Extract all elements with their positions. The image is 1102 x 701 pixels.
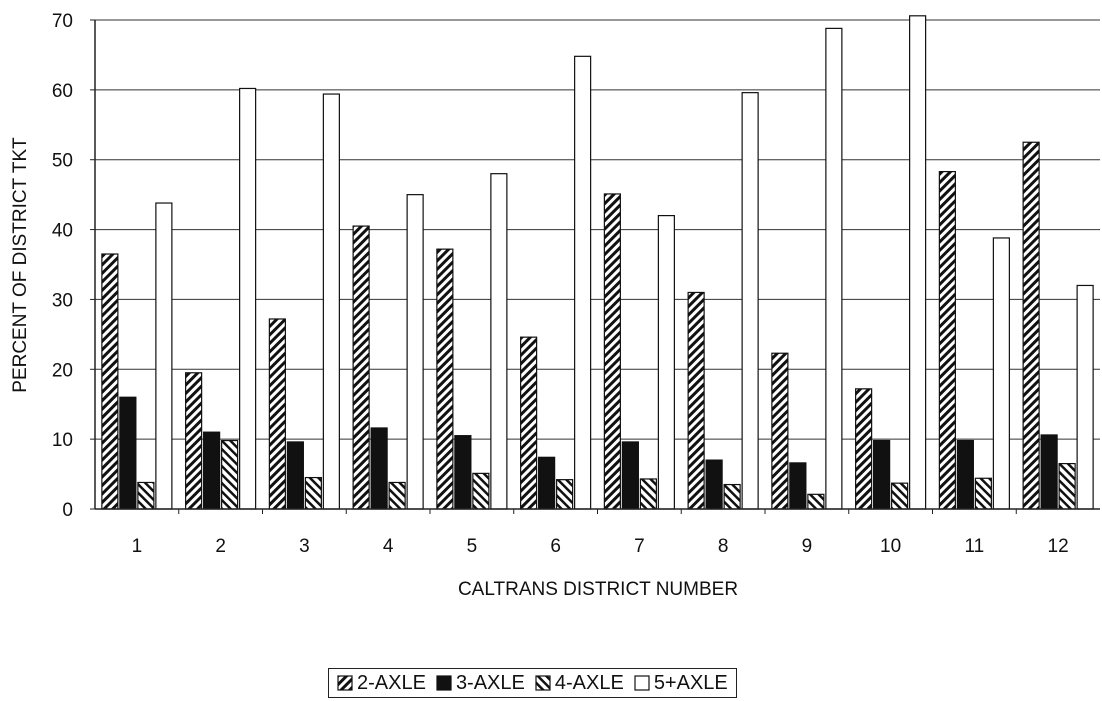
bar-4-axle-district-12 (1058, 462, 1076, 510)
bar-4-axle-district-8 (723, 483, 741, 510)
bar-5-axle-district-7 (657, 215, 675, 510)
bar-3-axle-district-7 (621, 441, 639, 510)
bar-2-axle-district-10 (855, 388, 873, 510)
bar-5-axle-district-5 (490, 173, 508, 510)
x-tick-label: 1 (132, 536, 143, 557)
grid-lines (95, 19, 1100, 440)
bar-3-axle-district-5 (454, 435, 472, 510)
bars (101, 15, 1094, 510)
legend-swatch (634, 675, 650, 691)
bar-4-axle-district-1 (137, 481, 155, 510)
bar-4-axle-district-9 (807, 493, 825, 510)
bar-2-axle-district-5 (436, 248, 454, 510)
bar-5-axle-district-2 (239, 87, 257, 510)
bar-2-axle-district-12 (1022, 141, 1040, 510)
bar-3-axle-district-8 (705, 459, 723, 510)
bar-2-axle-district-8 (687, 291, 705, 510)
legend-swatch (535, 675, 551, 691)
bar-4-axle-district-11 (974, 477, 992, 510)
y-tick-label: 60 (52, 81, 73, 102)
bar-5-axle-district-10 (909, 15, 927, 510)
x-tick-label: 9 (802, 536, 813, 557)
x-tick-label: 2 (215, 536, 226, 557)
bar-3-axle-district-2 (203, 431, 221, 510)
legend-swatch (337, 675, 353, 691)
bar-2-axle-district-3 (268, 318, 286, 510)
bar-3-axle-district-1 (119, 396, 137, 510)
x-tick-label: 12 (1048, 536, 1069, 557)
bar-2-axle-district-9 (771, 352, 789, 510)
bar-3-axle-district-4 (370, 427, 388, 510)
x-tick-label: 8 (718, 536, 729, 557)
x-tick-label: 5 (467, 536, 478, 557)
legend-item: 4-AXLE (535, 672, 624, 695)
y-tick-label: 30 (52, 290, 73, 311)
x-tick-label: 7 (634, 536, 645, 557)
bar-3-axle-district-3 (286, 441, 304, 510)
bar-4-axle-district-7 (639, 478, 657, 510)
bar-3-axle-district-9 (789, 462, 807, 510)
legend-item: 2-AXLE (337, 672, 426, 695)
legend-item: 5+AXLE (634, 672, 728, 695)
legend-label: 5+AXLE (653, 671, 728, 694)
legend-label: 4-AXLE (554, 671, 624, 694)
y-tick-label: 70 (52, 11, 73, 32)
bar-3-axle-district-6 (538, 456, 556, 510)
bar-3-axle-district-12 (1040, 434, 1058, 510)
bar-5-axle-district-11 (992, 237, 1010, 510)
bar-5-axle-district-3 (322, 93, 340, 510)
bar-4-axle-district-6 (556, 479, 574, 510)
x-tick-label: 3 (299, 536, 310, 557)
bar-2-axle-district-1 (101, 253, 119, 510)
bar-3-axle-district-10 (873, 439, 891, 510)
legend-label: 2-AXLE (357, 671, 426, 694)
bar-4-axle-district-5 (472, 472, 490, 510)
y-tick-label: 40 (52, 221, 73, 242)
bar-2-axle-district-7 (603, 193, 621, 510)
bar-5-axle-district-9 (825, 27, 843, 510)
legend-swatch (436, 675, 452, 691)
y-tick-label: 10 (52, 430, 73, 451)
y-tick-label: 50 (52, 151, 73, 172)
legend: 2-AXLE 3-AXLE 4-AXLE 5+AXLE (328, 668, 737, 698)
y-tick-label: 20 (52, 360, 73, 381)
x-tick-label: 4 (383, 536, 394, 557)
legend-item: 3-AXLE (436, 672, 525, 695)
x-axis-title: CALTRANS DISTRICT NUMBER (458, 579, 738, 600)
y-axis-title: PERCENT OF DISTRICT TKT (10, 137, 31, 393)
bar-5-axle-district-12 (1076, 284, 1094, 510)
x-tick-label: 11 (965, 536, 985, 557)
bar-2-axle-district-6 (520, 336, 538, 510)
bar-4-axle-district-3 (304, 476, 322, 510)
x-tick-label: 10 (880, 536, 901, 557)
bar-4-axle-district-2 (221, 439, 239, 510)
legend-label: 3-AXLE (455, 671, 525, 694)
bar-4-axle-district-10 (891, 482, 909, 510)
bar-4-axle-district-4 (388, 481, 406, 510)
bar-5-axle-district-6 (574, 55, 592, 510)
bar-5-axle-district-4 (406, 194, 424, 510)
x-tick-label: 6 (550, 536, 561, 557)
bar-3-axle-district-11 (956, 439, 974, 510)
bar-2-axle-district-4 (352, 225, 370, 510)
y-tick-label: 0 (62, 500, 73, 521)
bar-2-axle-district-11 (938, 170, 956, 510)
bar-2-axle-district-2 (185, 372, 203, 510)
bar-5-axle-district-8 (741, 92, 759, 510)
bar-5-axle-district-1 (155, 202, 173, 510)
